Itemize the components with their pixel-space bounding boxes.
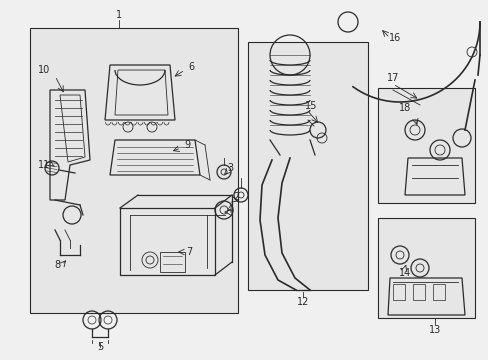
Text: 13: 13	[428, 325, 440, 335]
Bar	[377, 88, 474, 203]
Text: 7: 7	[185, 247, 192, 257]
Text: 3: 3	[226, 163, 233, 173]
Text: 4: 4	[226, 205, 233, 215]
Text: 10: 10	[38, 65, 50, 75]
Text: 2: 2	[232, 192, 239, 202]
Bar	[392, 284, 404, 300]
Text: 9: 9	[183, 140, 190, 150]
Bar	[247, 42, 367, 290]
Text: 11: 11	[38, 160, 50, 170]
Text: 16: 16	[388, 33, 400, 43]
Text: 8: 8	[54, 260, 60, 270]
Text: 12: 12	[296, 297, 308, 307]
Bar	[30, 28, 238, 313]
Text: 17: 17	[386, 73, 398, 83]
Text: 6: 6	[187, 62, 194, 72]
Bar	[412, 284, 424, 300]
Text: 14: 14	[398, 268, 410, 278]
Text: 5: 5	[97, 342, 103, 352]
Bar	[432, 284, 444, 300]
Text: 15: 15	[304, 101, 317, 111]
Text: 18: 18	[398, 103, 410, 113]
Text: 1: 1	[116, 10, 122, 20]
Bar	[377, 218, 474, 318]
